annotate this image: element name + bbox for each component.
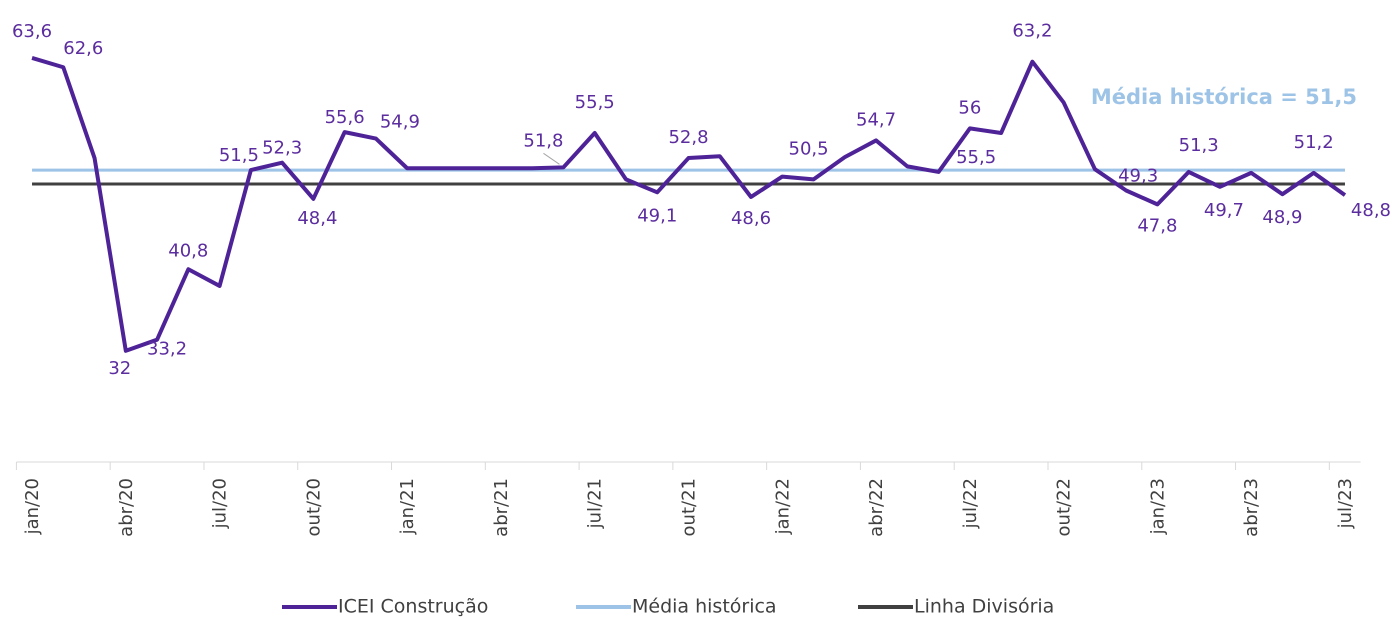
data-label: 50,5 <box>789 138 829 159</box>
data-label: 63,6 <box>12 21 52 42</box>
legend-label: Média histórica <box>632 596 777 618</box>
data-label: 54,7 <box>856 109 896 130</box>
data-label: 54,9 <box>380 112 420 133</box>
data-label: 48,8 <box>1351 200 1391 221</box>
x-tick-label: jan/20 <box>22 478 43 535</box>
x-tick-label: jul/21 <box>585 478 606 529</box>
data-label: 51,8 <box>523 130 563 151</box>
leader-line <box>543 152 560 165</box>
legend-label: Linha Divisória <box>914 596 1054 618</box>
x-tick-label: out/22 <box>1054 478 1075 536</box>
data-label: 55,5 <box>956 147 996 168</box>
data-label: 48,4 <box>297 208 337 229</box>
x-tick-label: out/21 <box>679 478 700 536</box>
x-tick-label: jul/23 <box>1335 478 1356 529</box>
data-label: 51,5 <box>219 145 259 166</box>
x-tick-label: jan/23 <box>1147 478 1168 535</box>
data-label: 51,3 <box>1179 135 1219 156</box>
data-label: 48,9 <box>1262 207 1302 228</box>
data-label: 63,2 <box>1012 21 1052 42</box>
data-label: 62,6 <box>63 38 103 59</box>
x-tick-label: jul/20 <box>210 478 231 529</box>
data-label: 52,3 <box>262 138 302 159</box>
x-tick-label: jan/22 <box>772 478 793 535</box>
x-tick-label: abr/22 <box>866 478 887 537</box>
data-label: 49,3 <box>1118 165 1158 186</box>
x-tick-label: jan/21 <box>397 478 418 535</box>
data-label: 51,2 <box>1294 132 1334 153</box>
data-label: 49,7 <box>1204 200 1244 221</box>
annotation: Média histórica = 51,5 <box>1091 85 1357 109</box>
x-tick-label: abr/23 <box>1241 478 1262 537</box>
data-label: 55,5 <box>575 92 615 113</box>
data-label: 56 <box>958 97 981 118</box>
data-label: 47,8 <box>1137 215 1177 236</box>
x-tick-label: out/20 <box>303 478 324 536</box>
data-label: 32 <box>108 358 131 379</box>
data-label: 40,8 <box>168 240 208 261</box>
legend-label: ICEI Construção <box>338 596 488 618</box>
data-label: 55,6 <box>325 107 365 128</box>
x-tick-label: abr/20 <box>116 478 137 537</box>
x-tick-label: jul/22 <box>960 478 981 529</box>
data-label: 49,1 <box>637 205 677 226</box>
data-label: 52,8 <box>668 127 708 148</box>
data-label: 48,6 <box>731 208 771 229</box>
line <box>31 56 1347 353</box>
x-tick-label: abr/21 <box>491 478 512 537</box>
data-label: 33,2 <box>147 339 187 360</box>
